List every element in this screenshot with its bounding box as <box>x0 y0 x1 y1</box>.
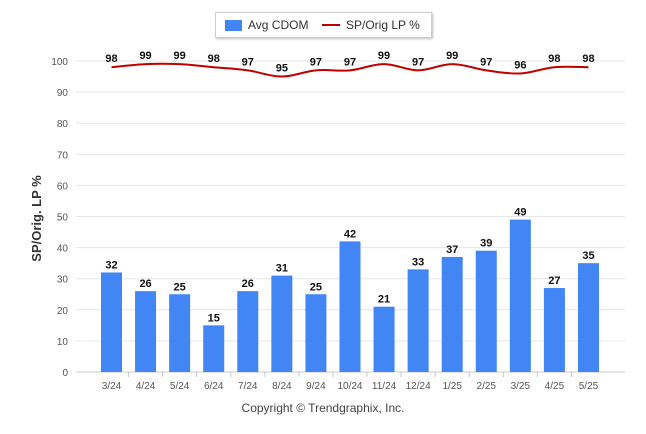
x-tick-label: 5/25 <box>579 381 599 392</box>
y-tick-label: 100 <box>51 57 68 68</box>
line-data-label: 99 <box>446 50 458 62</box>
legend-item-avg-cdom[interactable]: Avg CDOM <box>225 18 308 32</box>
y-tick-label: 50 <box>57 213 69 224</box>
bar <box>475 250 497 372</box>
x-tick-label: 3/24 <box>102 381 122 392</box>
y-tick-label: 10 <box>57 337 69 348</box>
bar <box>169 294 191 372</box>
line-data-label: 98 <box>208 53 220 65</box>
bar-data-label: 31 <box>276 263 288 275</box>
y-axis-title: SP/Orig. LP % <box>29 175 44 262</box>
legend-swatch-sp-orig-lp <box>322 24 340 26</box>
line-data-label: 98 <box>582 53 594 65</box>
legend-label-sp-orig-lp: SP/Orig LP % <box>346 18 420 32</box>
x-tick-label: 7/24 <box>238 381 258 392</box>
y-tick-label: 60 <box>57 181 69 192</box>
bar <box>203 325 225 372</box>
bar-data-label: 26 <box>139 278 151 290</box>
bar-data-label: 26 <box>242 278 254 290</box>
copyright-text: Copyright © Trendgraphix, Inc. <box>241 401 405 415</box>
line-data-label: 97 <box>344 56 356 68</box>
line-data-label: 96 <box>514 59 526 71</box>
y-tick-label: 30 <box>57 275 69 286</box>
bar <box>543 288 565 372</box>
bar-data-label: 39 <box>480 238 492 250</box>
line-data-label: 95 <box>276 63 288 75</box>
bar <box>305 294 327 372</box>
line-data-label: 99 <box>174 50 186 62</box>
bar-data-label: 27 <box>548 275 560 287</box>
bar <box>339 241 361 372</box>
line-series-sp-orig-lp <box>111 62 589 78</box>
bar-data-label: 25 <box>174 281 186 293</box>
line-data-label: 98 <box>105 53 117 65</box>
x-tick-label: 12/24 <box>406 381 431 392</box>
line-data-label: 97 <box>310 56 322 68</box>
x-tick-label: 4/25 <box>545 381 565 392</box>
x-tick-label: 5/24 <box>170 381 190 392</box>
line-data-label: 97 <box>412 56 424 68</box>
x-tick-label: 6/24 <box>204 381 224 392</box>
line-data-label: 99 <box>378 50 390 62</box>
line-data-label: 99 <box>139 50 151 62</box>
bar-data-label: 15 <box>208 312 220 324</box>
bar <box>373 306 395 372</box>
line-data-label: 97 <box>242 56 254 68</box>
x-tick-label: 11/24 <box>372 381 397 392</box>
bar <box>101 272 122 372</box>
y-tick-label: 0 <box>62 368 68 379</box>
bar-data-label: 25 <box>310 281 322 293</box>
y-tick-label: 40 <box>57 244 69 255</box>
x-tick-label: 8/24 <box>272 381 292 392</box>
line-data-label: 98 <box>548 53 560 65</box>
y-tick-label: 20 <box>57 306 69 317</box>
x-tick-label: 4/24 <box>136 381 156 392</box>
y-tick-label: 70 <box>57 150 69 161</box>
y-tick-label: 80 <box>57 119 69 130</box>
legend: Avg CDOM SP/Orig LP % <box>215 12 432 38</box>
legend-swatch-avg-cdom <box>225 19 242 31</box>
x-tick-label: 10/24 <box>337 381 362 392</box>
bar <box>271 275 293 372</box>
legend-label-avg-cdom: Avg CDOM <box>248 18 309 32</box>
bar-data-label: 49 <box>514 207 526 219</box>
legend-item-sp-orig-lp[interactable]: SP/Orig LP % <box>322 18 420 32</box>
x-tick-label: 1/25 <box>442 381 462 392</box>
bar <box>577 263 599 372</box>
bar <box>135 291 157 372</box>
bar-data-label: 37 <box>446 244 458 256</box>
bar-data-label: 32 <box>105 259 117 271</box>
bar-data-label: 42 <box>344 228 356 240</box>
x-tick-label: 3/25 <box>511 381 531 392</box>
bar-data-label: 35 <box>582 250 594 262</box>
bar-data-label: 33 <box>412 256 424 268</box>
bar <box>509 219 531 372</box>
y-tick-label: 90 <box>57 88 69 99</box>
bar <box>237 291 259 372</box>
x-tick-label: 9/24 <box>306 381 326 392</box>
bar <box>407 269 429 372</box>
bar-data-label: 21 <box>378 294 390 306</box>
line-data-label: 97 <box>480 56 492 68</box>
x-tick-label: 2/25 <box>477 381 497 392</box>
bar <box>441 256 463 372</box>
